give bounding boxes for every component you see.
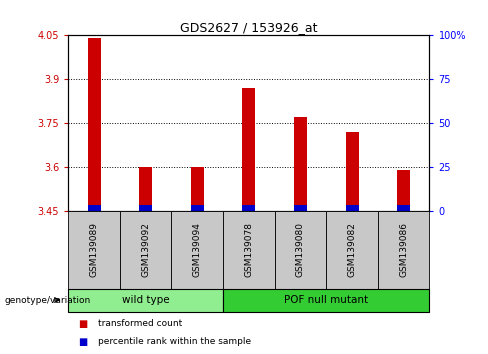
Bar	[88, 205, 101, 211]
Bar	[139, 167, 152, 211]
Bar	[326, 211, 378, 289]
Bar	[397, 170, 410, 211]
Bar	[120, 211, 171, 289]
Bar	[275, 211, 326, 289]
Bar	[294, 117, 307, 211]
Bar	[346, 205, 359, 211]
Bar	[88, 38, 101, 211]
Bar	[191, 205, 204, 211]
Text: GSM139089: GSM139089	[90, 222, 99, 277]
Bar	[68, 289, 223, 312]
Text: GSM139094: GSM139094	[193, 222, 202, 277]
Bar	[397, 205, 410, 211]
Text: GSM139092: GSM139092	[141, 222, 150, 277]
Text: GSM139078: GSM139078	[244, 222, 253, 277]
Text: ■: ■	[78, 337, 87, 347]
Text: POF null mutant: POF null mutant	[284, 295, 368, 305]
Bar	[223, 211, 275, 289]
Bar	[243, 205, 255, 211]
Text: genotype/variation: genotype/variation	[5, 296, 91, 304]
Text: GSM139082: GSM139082	[347, 222, 357, 277]
Title: GDS2627 / 153926_at: GDS2627 / 153926_at	[180, 21, 318, 34]
Bar	[378, 211, 429, 289]
Text: transformed count: transformed count	[98, 319, 182, 329]
Text: wild type: wild type	[122, 295, 169, 305]
Bar	[68, 211, 120, 289]
Text: GSM139086: GSM139086	[399, 222, 408, 277]
Text: ■: ■	[78, 319, 87, 329]
Bar	[294, 205, 307, 211]
Bar	[191, 167, 204, 211]
Text: GSM139080: GSM139080	[296, 222, 305, 277]
Bar	[346, 132, 359, 211]
Bar	[139, 205, 152, 211]
Text: percentile rank within the sample: percentile rank within the sample	[98, 337, 251, 346]
Bar	[243, 88, 255, 211]
Bar	[171, 211, 223, 289]
Bar	[223, 289, 429, 312]
